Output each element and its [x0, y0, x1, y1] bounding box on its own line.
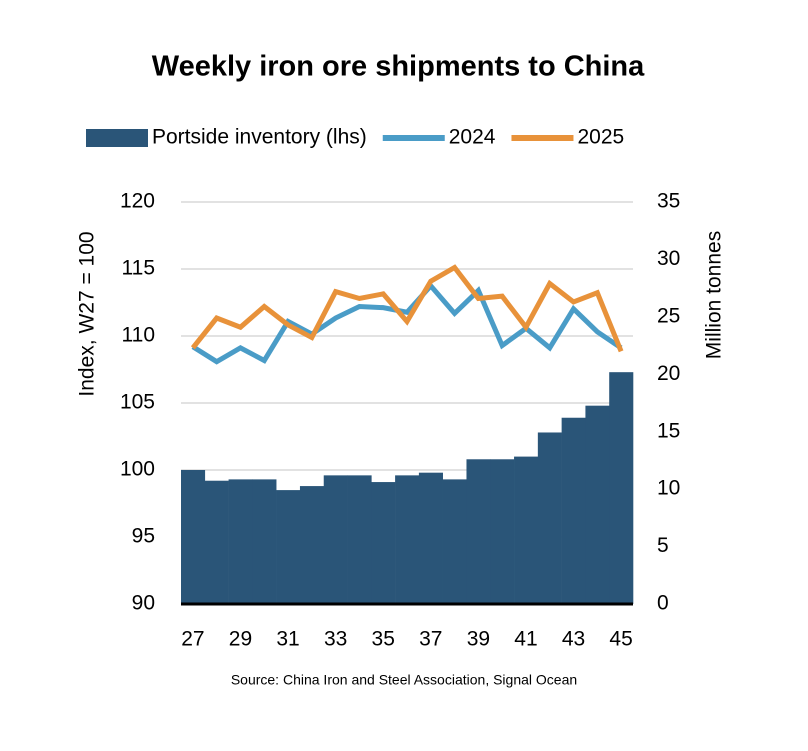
chart-title: Weekly iron ore shipments to China [152, 51, 645, 83]
bar [466, 459, 491, 604]
bar [585, 405, 610, 604]
bar [299, 486, 325, 604]
bar [276, 490, 301, 604]
bar [418, 472, 443, 604]
y2-tick-label: 15 [657, 419, 680, 442]
y-tick-label: 115 [122, 257, 155, 280]
bar [347, 475, 372, 604]
x-tick-label: 33 [324, 628, 347, 651]
bar [252, 479, 277, 604]
source: Source: China Iron and Steel Association… [231, 672, 577, 688]
y2-tick-label: 20 [657, 362, 680, 385]
bar [537, 432, 562, 604]
y-tick-label: 95 [132, 525, 155, 548]
bar [442, 479, 467, 604]
line [191, 282, 623, 365]
y-axis-label: Index, W27 = 100 [76, 231, 99, 396]
bar [228, 479, 253, 604]
x-tick-label: 29 [229, 628, 252, 651]
bar [323, 475, 348, 604]
y2-tick-label: 0 [657, 592, 669, 615]
bar [561, 417, 586, 604]
line [190, 264, 624, 353]
x-tick-label: 37 [419, 628, 442, 651]
x-tick-label: 39 [467, 628, 490, 651]
y2-tick-label: 5 [657, 534, 669, 557]
x-tick-label: 43 [562, 628, 585, 651]
bar [181, 470, 206, 604]
bar [609, 372, 634, 604]
y-tick-label: 90 [132, 592, 155, 615]
y2-axis-label: Million tonnes [703, 231, 726, 359]
legend-label: 2025 [577, 126, 624, 149]
bar [395, 475, 420, 604]
legend-swatch [86, 129, 148, 147]
x-tick-label: 45 [609, 628, 632, 651]
legend-label: 2024 [449, 126, 496, 149]
bar [490, 459, 515, 604]
x-tick-label: 31 [276, 628, 299, 651]
bar [371, 482, 396, 604]
y2-tick-label: 10 [657, 477, 680, 500]
y2-tick-label: 30 [657, 247, 680, 270]
x-tick-label: 27 [181, 628, 204, 651]
y2-tick-label: 25 [657, 304, 680, 327]
bar [514, 456, 539, 604]
y-tick-label: 120 [120, 190, 155, 213]
y-tick-label: 110 [122, 324, 155, 347]
y-tick-label: 105 [120, 391, 155, 414]
x-tick-label: 41 [514, 628, 537, 651]
bar [204, 480, 229, 604]
y-tick-label: 100 [120, 458, 155, 481]
x-tick-label: 35 [372, 628, 395, 651]
legend-label: Portside inventory (lhs) [152, 126, 367, 149]
y2-tick-label: 35 [657, 190, 680, 213]
